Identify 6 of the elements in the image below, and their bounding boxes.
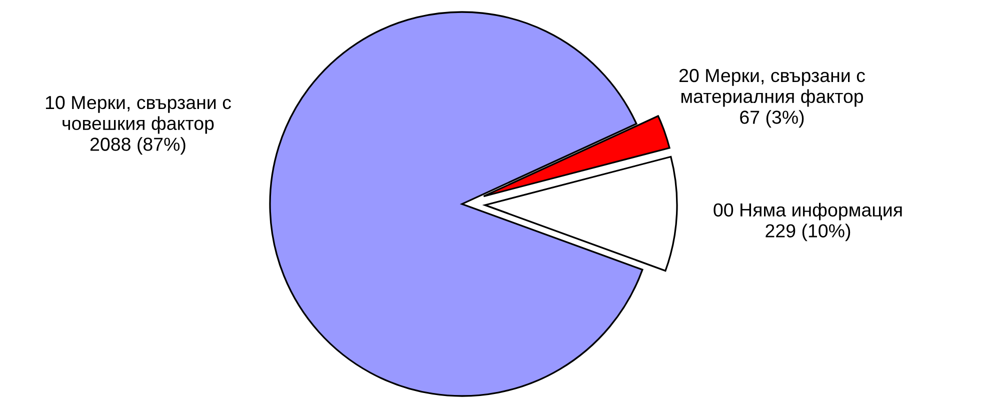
- slice-label: 00 Няма информация: [714, 202, 902, 220]
- slice-label: 20 Мерки, свързани с материалния фактор: [679, 68, 865, 107]
- data-label: 67 (3%): [740, 110, 804, 128]
- data-label: 229 (10%): [766, 224, 850, 242]
- slice-label: 10 Мерки, свързани с човешкия фактор: [46, 96, 231, 134]
- data-label: 2088 (87%): [90, 137, 186, 155]
